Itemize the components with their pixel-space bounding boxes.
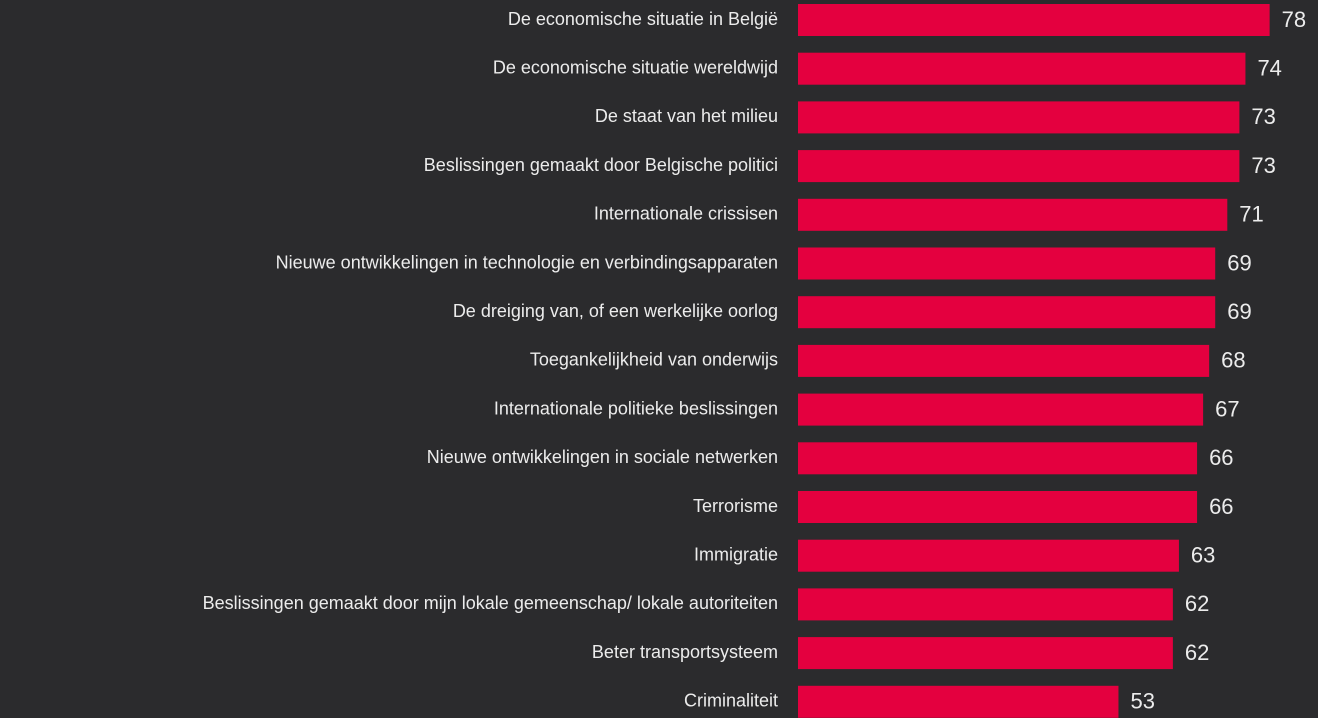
value-label: 67 — [1215, 396, 1239, 421]
value-label: 71 — [1239, 202, 1263, 227]
category-label: Criminaliteit — [684, 691, 778, 711]
bar — [798, 442, 1198, 475]
bar — [798, 4, 1270, 36]
category-label: Beslissingen gemaakt door mijn lokale ge… — [203, 593, 778, 613]
category-label: Beter transportsysteem — [592, 642, 778, 662]
bar — [798, 637, 1173, 670]
bar — [798, 588, 1173, 621]
bar — [798, 52, 1246, 85]
bar — [798, 247, 1216, 280]
category-label: Internationale crissisen — [594, 204, 778, 224]
category-label: Nieuwe ontwikkelingen in sociale netwerk… — [427, 447, 778, 467]
category-label: Immigratie — [694, 544, 778, 564]
category-label: De economische situatie wereldwijd — [493, 57, 778, 77]
bar — [798, 539, 1179, 572]
value-label: 62 — [1185, 640, 1209, 665]
value-label: 73 — [1251, 153, 1275, 178]
value-label: 63 — [1191, 543, 1215, 568]
bar — [798, 344, 1210, 377]
bar — [798, 296, 1216, 329]
category-label: Nieuwe ontwikkelingen in technologie en … — [276, 252, 778, 272]
category-label: Toegankelijkheid van onderwijs — [530, 350, 778, 370]
category-label: De economische situatie in België — [508, 9, 778, 29]
category-label: Terrorisme — [693, 496, 778, 516]
bar — [798, 393, 1204, 426]
value-label: 78 — [1282, 7, 1306, 32]
category-label: De dreiging van, of een werkelijke oorlo… — [453, 301, 778, 321]
bar — [798, 685, 1119, 718]
value-label: 68 — [1221, 348, 1245, 373]
category-label: Internationale politieke beslissingen — [494, 398, 778, 418]
value-label: 69 — [1227, 299, 1251, 324]
bar — [798, 198, 1228, 231]
bar — [798, 150, 1240, 183]
value-label: 69 — [1227, 250, 1251, 275]
value-label: 53 — [1130, 689, 1154, 714]
category-label: De staat van het milieu — [595, 106, 778, 126]
value-label: 73 — [1251, 104, 1275, 129]
category-label: Beslissingen gemaakt door Belgische poli… — [424, 155, 778, 175]
value-label: 74 — [1257, 56, 1281, 81]
value-label: 62 — [1185, 591, 1209, 616]
bar — [798, 491, 1198, 523]
bar — [798, 101, 1240, 134]
value-label: 66 — [1209, 445, 1233, 470]
value-label: 66 — [1209, 494, 1233, 519]
